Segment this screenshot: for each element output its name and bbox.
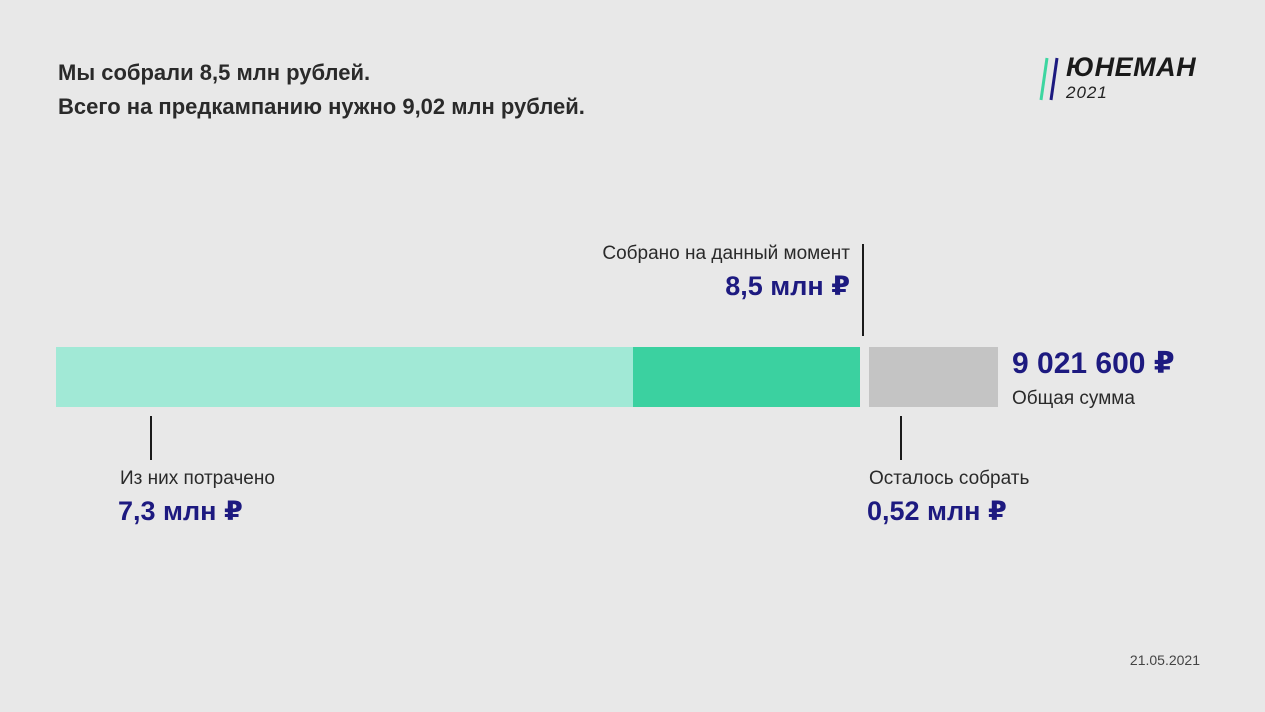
bar-segment-remaining bbox=[869, 347, 998, 407]
spent-label: Из них потрачено bbox=[120, 468, 275, 489]
logo-name: ЮНЕМАН bbox=[1066, 52, 1197, 82]
remaining-value: 0,52 млн ₽ bbox=[867, 496, 1007, 526]
bar-segment-collected bbox=[633, 347, 860, 407]
headline-line-1: Мы собрали 8,5 млн рублей. bbox=[58, 60, 371, 85]
collected-value: 8,5 млн ₽ bbox=[725, 271, 850, 301]
spent-value: 7,3 млн ₽ bbox=[118, 496, 243, 526]
collected-marker-line bbox=[862, 244, 864, 336]
headline-line-2: Всего на предкампанию нужно 9,02 млн руб… bbox=[58, 94, 585, 119]
spent-marker-line bbox=[150, 416, 152, 460]
collected-label: Собрано на данный момент bbox=[602, 243, 850, 264]
total-label: Общая сумма bbox=[1012, 388, 1135, 409]
bar-segment-spent bbox=[56, 347, 633, 407]
remaining-marker-line bbox=[900, 416, 902, 460]
total-value: 9 021 600 ₽ bbox=[1012, 347, 1175, 380]
headline: Мы собрали 8,5 млн рублей. Всего на пред… bbox=[58, 56, 585, 124]
date: 21.05.2021 bbox=[1129, 652, 1200, 668]
logo-year: 2021 bbox=[1066, 83, 1108, 102]
remaining-label: Осталось собрать bbox=[869, 468, 1030, 489]
logo: ЮНЕМАН 2021 bbox=[1038, 52, 1218, 104]
logo-slashes-icon bbox=[1039, 57, 1059, 101]
